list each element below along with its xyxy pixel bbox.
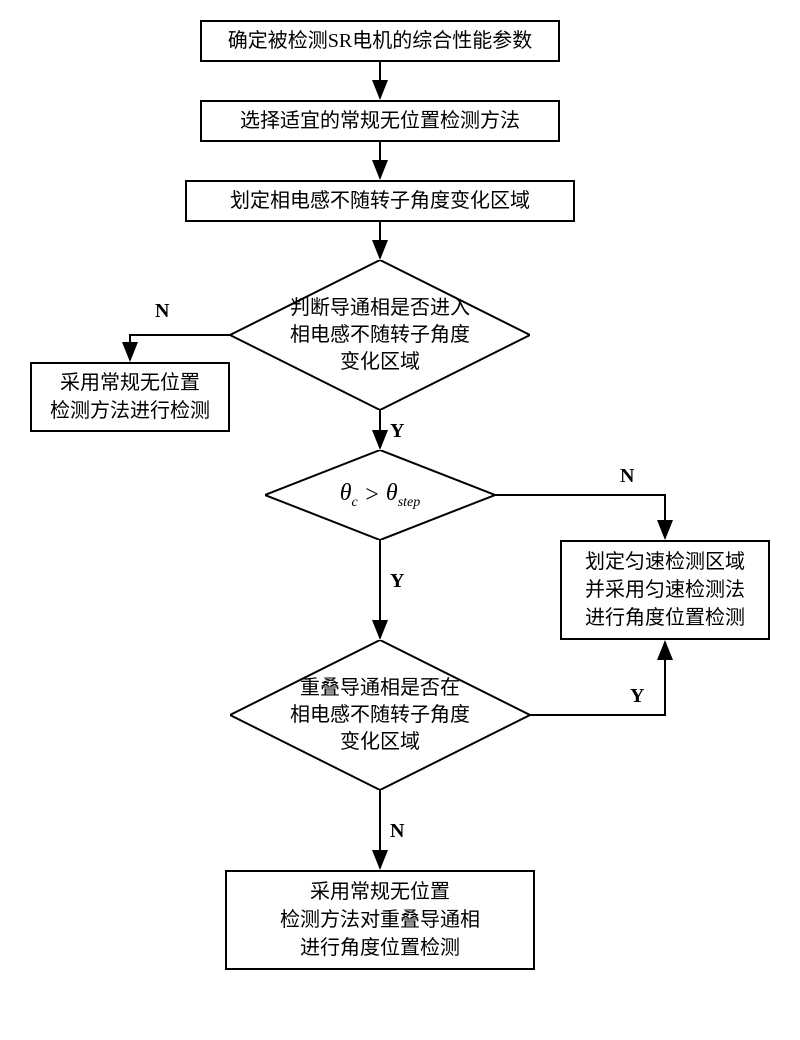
gt-sign: >	[364, 479, 380, 511]
decision-overlap-region-text: 重叠导通相是否在 相电感不随转子角度 变化区域	[230, 640, 530, 790]
node-region: 划定相电感不随转子角度变化区域	[185, 180, 575, 222]
decision-enter-region: 判断导通相是否进入 相电感不随转子角度 变化区域	[230, 260, 530, 410]
node-overlap-detect: 采用常规无位置 检测方法对重叠导通相 进行角度位置检测	[225, 870, 535, 970]
label-d1-N: N	[155, 300, 169, 323]
decision-overlap-region: 重叠导通相是否在 相电感不随转子角度 变化区域	[230, 640, 530, 790]
theta-step: θstep	[386, 477, 420, 513]
node-method-text: 选择适宜的常规无位置检测方法	[240, 107, 520, 135]
node-params: 确定被检测SR电机的综合性能参数	[200, 20, 560, 62]
label-d1-Y: Y	[390, 420, 404, 443]
label-d2-N: N	[620, 465, 634, 488]
decision-theta: θc > θstep	[265, 450, 495, 540]
label-d3-Y: Y	[630, 685, 644, 708]
node-conventional-detect: 采用常规无位置 检测方法进行检测	[30, 362, 230, 432]
node-region-text: 划定相电感不随转子角度变化区域	[230, 187, 530, 215]
node-uniform-detect: 划定匀速检测区域 并采用匀速检测法 进行角度位置检测	[560, 540, 770, 640]
node-uniform-detect-text: 划定匀速检测区域 并采用匀速检测法 进行角度位置检测	[585, 548, 745, 632]
decision-theta-formula: θc > θstep	[265, 450, 495, 540]
theta-c: θc	[340, 477, 358, 513]
label-d2-Y: Y	[390, 570, 404, 593]
node-params-text: 确定被检测SR电机的综合性能参数	[228, 27, 532, 55]
label-d3-N: N	[390, 820, 404, 843]
node-conventional-detect-text: 采用常规无位置 检测方法进行检测	[50, 369, 210, 425]
node-method: 选择适宜的常规无位置检测方法	[200, 100, 560, 142]
decision-enter-region-text: 判断导通相是否进入 相电感不随转子角度 变化区域	[230, 260, 530, 410]
node-overlap-detect-text: 采用常规无位置 检测方法对重叠导通相 进行角度位置检测	[280, 878, 480, 962]
